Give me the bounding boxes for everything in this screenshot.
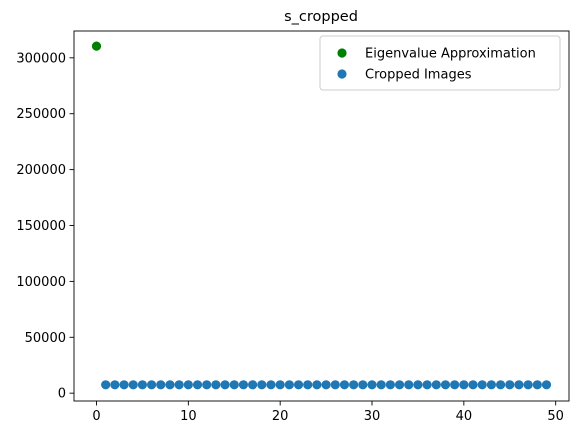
cropped-image-point [413, 380, 423, 390]
chart-title: s_cropped [284, 9, 358, 25]
cropped-image-point [165, 380, 175, 390]
cropped-image-point [495, 380, 506, 390]
cropped-image-point [541, 380, 552, 390]
x-tick-label: 30 [364, 409, 381, 424]
cropped-image-point [101, 380, 111, 390]
y-tick-label: 0 [58, 387, 66, 402]
y-tick-label: 300000 [16, 51, 66, 66]
cropped-image-point [422, 380, 432, 390]
y-tick-label: 50000 [25, 331, 66, 346]
cropped-image-point [183, 380, 193, 390]
cropped-image-point [119, 380, 129, 390]
cropped-image-point [238, 380, 249, 390]
x-axis: 0 10 20 30 40 50 [92, 401, 564, 424]
cropped-image-point [266, 380, 276, 390]
cropped-image-point [275, 380, 285, 390]
cropped-image-point [486, 380, 496, 390]
cropped-image-point [450, 380, 460, 390]
cropped-image-point [523, 380, 533, 390]
cropped-image-point [459, 380, 469, 390]
cropped-image-point [128, 380, 138, 390]
cropped-image-point [431, 380, 441, 390]
data-points [91, 41, 552, 390]
cropped-image-point [220, 380, 230, 390]
x-tick-label: 50 [547, 409, 564, 424]
cropped-image-point [330, 380, 340, 390]
cropped-image-point [303, 380, 313, 390]
cropped-image-point [257, 380, 267, 390]
legend-marker [337, 69, 347, 79]
legend: Eigenvalue Approximation Cropped Images [319, 35, 561, 91]
cropped-image-point [174, 380, 184, 390]
cropped-image-point [505, 380, 515, 390]
cropped-image-point [312, 380, 322, 390]
cropped-image-point [147, 380, 157, 390]
cropped-image-point [321, 380, 331, 390]
x-tick-label: 40 [456, 409, 473, 424]
cropped-image-point [293, 380, 304, 390]
y-tick-label: 250000 [16, 107, 66, 122]
cropped-image-point [229, 380, 239, 390]
cropped-image-point [404, 380, 414, 390]
plot-area [73, 30, 570, 402]
x-tick-label: 10 [180, 409, 197, 424]
cropped-image-point [468, 380, 478, 390]
cropped-image-point [137, 380, 148, 390]
y-tick-label: 150000 [16, 219, 66, 234]
cropped-image-point [349, 380, 359, 390]
cropped-image-point [440, 380, 451, 390]
cropped-image-point [192, 380, 203, 390]
cropped-image-point [532, 380, 542, 390]
cropped-image-point [202, 380, 212, 390]
x-tick-label: 0 [92, 409, 100, 424]
cropped-image-point [339, 380, 350, 390]
y-tick-label: 200000 [16, 163, 66, 178]
plot-frame [73, 30, 570, 402]
cropped-image-point [394, 380, 405, 390]
eigenvalue-point [91, 41, 102, 51]
legend-label: Eigenvalue Approximation [365, 47, 536, 62]
cropped-image-point [110, 380, 120, 390]
cropped-image-point [248, 380, 258, 390]
x-tick-label: 20 [272, 409, 289, 424]
cropped-image-point [477, 380, 487, 390]
y-tick-label: 100000 [16, 275, 66, 290]
legend-label: Cropped Images [365, 68, 472, 83]
cropped-image-point [376, 380, 386, 390]
legend-marker [337, 48, 347, 58]
cropped-image-point [385, 380, 395, 390]
cropped-image-point [284, 380, 294, 390]
y-axis: 0 50000 100000 150000 200000 250000 300000 [16, 51, 74, 402]
cropped-image-point [211, 380, 221, 390]
cropped-image-point [156, 380, 166, 390]
cropped-image-point [358, 380, 368, 390]
legend-box [319, 35, 561, 91]
cropped-image-point [367, 380, 377, 390]
cropped-image-point [514, 380, 524, 390]
